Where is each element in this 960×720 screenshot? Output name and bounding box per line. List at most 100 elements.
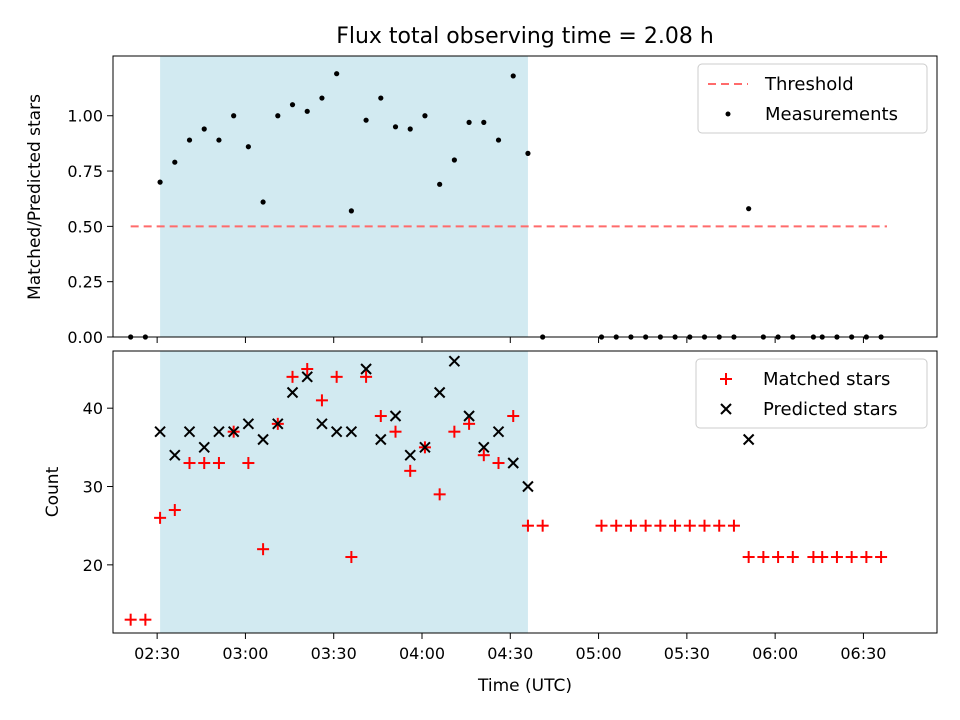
- matched-stars-point: [139, 613, 152, 626]
- matched-stars-point: [536, 519, 549, 532]
- predicted-stars-point: [198, 441, 210, 454]
- x-tick-label: 02:30: [134, 644, 180, 663]
- y-tick-label: 0.50: [67, 217, 103, 236]
- predicted-stars-point: [316, 418, 328, 430]
- measurement-point: [481, 119, 487, 125]
- matched-stars-point: [786, 551, 799, 564]
- predicted-stars-point: [227, 425, 240, 438]
- matched-stars-point: [345, 551, 358, 564]
- x-tick-label: 06:00: [752, 644, 798, 663]
- matched-stars-point: [242, 457, 255, 470]
- top-plot-frame: [112, 55, 938, 338]
- legend-matched-label: Matched stars: [763, 369, 890, 390]
- measurement-point: [378, 95, 384, 101]
- measurement-point: [231, 113, 237, 119]
- measurement-point: [172, 159, 178, 165]
- matched-stars-point: [257, 543, 270, 556]
- predicted-stars-point: [345, 425, 358, 438]
- matched-stars-point: [830, 551, 843, 564]
- matched-stars-point: [212, 457, 225, 470]
- matched-stars-point: [654, 519, 667, 532]
- top-legend-box: [697, 63, 928, 134]
- matched-stars-point: [477, 449, 490, 462]
- predicted-stars-point: [463, 410, 475, 422]
- matched-stars-point: [168, 504, 181, 517]
- predicted-stars-point: [375, 433, 387, 446]
- measurement-point: [422, 113, 428, 119]
- legend-threshold-label: Threshold: [764, 74, 854, 95]
- predicted-stars-point: [301, 371, 313, 383]
- measurement-point: [334, 71, 340, 77]
- x-tick-label: 05:00: [576, 644, 622, 663]
- matched-stars-point: [624, 519, 637, 532]
- legend-predicted-label: Predicted stars: [763, 399, 897, 420]
- matched-stars-point: [198, 457, 211, 470]
- predicted-stars-point: [478, 441, 490, 454]
- matched-stars-point: [521, 519, 534, 532]
- predicted-stars-point: [154, 425, 166, 438]
- matched-stars-point: [374, 410, 387, 423]
- predicted-stars-point: [183, 425, 196, 438]
- predicted-stars-point: [507, 457, 519, 469]
- matched-stars-point: [433, 488, 446, 501]
- top-y-ticks: 0.00 0.25 0.50 0.75 1.00: [67, 107, 113, 347]
- measurement-point: [348, 208, 354, 214]
- measurement-point: [275, 113, 281, 119]
- count-points: [124, 355, 888, 626]
- top-legend: Threshold Measurements: [697, 63, 928, 134]
- top-x-ticks: [156, 337, 864, 343]
- x-tick-label: 05:30: [664, 644, 710, 663]
- matched-stars-point: [463, 417, 476, 430]
- matched-stars-point: [772, 551, 785, 564]
- legend-measurements-label: Measurements: [765, 104, 898, 125]
- legend-measurements-swatch: [725, 111, 731, 117]
- matched-stars-point: [301, 363, 314, 376]
- bottom-y-ticks: 20 30 40: [83, 399, 113, 575]
- predicted-stars-point: [330, 425, 343, 438]
- measurement-points: [128, 71, 884, 340]
- y-tick-label: 30: [83, 478, 103, 497]
- legend-matched-swatch: [720, 373, 732, 385]
- predicted-stars-point: [213, 425, 225, 438]
- y-tick-label: 1.00: [67, 107, 103, 126]
- measurement-point: [451, 157, 457, 163]
- matched-stars-point: [669, 519, 682, 532]
- matched-stars-point: [845, 551, 858, 564]
- matched-stars-point: [124, 613, 137, 626]
- matched-stars-point: [360, 370, 373, 383]
- chart-title: Flux total observing time = 2.08 h: [336, 24, 714, 49]
- measurement-point: [466, 119, 472, 125]
- matched-stars-point: [492, 457, 505, 470]
- matched-stars-point: [610, 519, 623, 532]
- predicted-stars-point: [257, 433, 269, 446]
- matched-stars-point: [757, 551, 770, 564]
- measurement-point: [245, 144, 251, 150]
- x-tick-label: 03:30: [311, 644, 357, 663]
- top-highlight-span: [160, 56, 528, 337]
- matched-stars-point: [330, 370, 343, 383]
- y-tick-label: 40: [83, 399, 103, 418]
- top-panel: 0.00 0.25 0.50 0.75 1.00 Matched/Predicted s…: [25, 55, 938, 347]
- predicted-stars-point: [492, 425, 505, 438]
- x-tick-label: 06:30: [840, 644, 886, 663]
- predicted-stars-point: [272, 418, 284, 430]
- y-tick-label: 20: [83, 556, 103, 575]
- predicted-stars-point: [360, 363, 372, 375]
- measurement-point: [157, 179, 163, 185]
- matched-stars-point: [448, 425, 461, 438]
- measurement-point: [437, 181, 443, 187]
- top-y-axis-label: Matched/Predicted stars: [25, 94, 45, 300]
- predicted-stars-point: [522, 480, 534, 493]
- bottom-x-ticks: 02:30 03:00 03:30 04:00 04:30 05:00 05:30 06:00…: [134, 633, 886, 663]
- bottom-legend: Matched stars Predicted stars: [695, 358, 928, 429]
- matched-stars-point: [315, 394, 328, 407]
- x-tick-label: 03:00: [222, 644, 268, 663]
- measurement-point: [201, 126, 207, 132]
- matched-stars-point: [698, 519, 711, 532]
- matched-stars-point: [404, 464, 417, 477]
- matched-stars-point: [154, 511, 167, 524]
- matched-stars-point: [507, 410, 520, 423]
- measurement-point: [363, 117, 369, 123]
- measurement-point: [260, 199, 266, 205]
